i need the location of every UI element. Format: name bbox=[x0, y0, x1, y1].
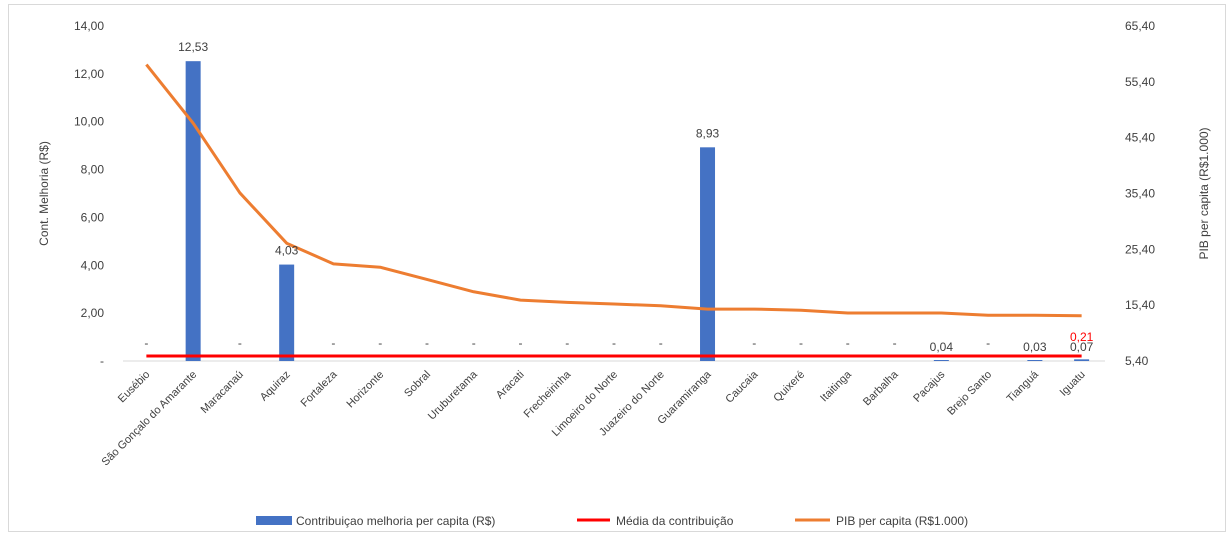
bar-data-label: - bbox=[425, 336, 429, 350]
bar-data-label: 12,53 bbox=[178, 40, 208, 54]
bar bbox=[933, 360, 949, 361]
y-right-tick-label: 5,40 bbox=[1125, 354, 1149, 368]
category-label: Itaitinga bbox=[818, 368, 854, 404]
legend-pib-label: PIB per capita (R$1.000) bbox=[836, 514, 968, 528]
y-left-tick-label: 2,00 bbox=[81, 306, 105, 320]
y-left-tick-label: 6,00 bbox=[81, 210, 105, 224]
category-label: Uruburetama bbox=[426, 368, 481, 423]
y-left-tick-label: 14,00 bbox=[74, 19, 104, 33]
y-right-tick-label: 35,40 bbox=[1125, 187, 1155, 201]
y-right-tick-label: 25,40 bbox=[1125, 242, 1155, 256]
y-right-tick-label: 45,40 bbox=[1125, 131, 1155, 145]
bar-data-label: - bbox=[612, 336, 616, 350]
bar-data-label: - bbox=[752, 336, 756, 350]
bar bbox=[1074, 359, 1090, 361]
category-label: Frecheirinha bbox=[522, 368, 574, 420]
bar-data-label: - bbox=[144, 336, 148, 350]
bar bbox=[1027, 360, 1043, 361]
category-label: Maracanaú bbox=[199, 369, 246, 416]
legend-bar-swatch bbox=[256, 516, 292, 525]
average-data-label: 0,21 bbox=[1070, 330, 1094, 344]
bar-series bbox=[185, 61, 1090, 362]
category-label: Aquiraz bbox=[258, 369, 293, 404]
bar bbox=[185, 61, 201, 362]
y-right-tick-label: 65,40 bbox=[1125, 19, 1155, 33]
bar-data-label: 0,07 bbox=[1070, 340, 1094, 354]
bar bbox=[279, 264, 295, 361]
y-axis-left-title: Cont. Melhoria (R$) bbox=[37, 141, 51, 246]
right-axis: 5,40 15,40 25,40 35,40 45,40 55,40 65,40 bbox=[1125, 19, 1155, 368]
chart-frame bbox=[8, 4, 1226, 532]
bar-data-label: 8,93 bbox=[696, 126, 720, 140]
bar-data-label: - bbox=[799, 336, 803, 350]
y-axis-right-title: PIB per capita (R$1.000) bbox=[1197, 127, 1211, 259]
category-label: Quixeré bbox=[771, 369, 807, 405]
category-label: Iguatu bbox=[1058, 369, 1088, 399]
bar-data-label: - bbox=[472, 336, 476, 350]
bar-data-label: - bbox=[846, 336, 850, 350]
bar-data-label: 0,04 bbox=[930, 340, 954, 354]
bar-data-label: - bbox=[659, 336, 663, 350]
category-label: Barbalha bbox=[861, 368, 901, 408]
line-series bbox=[145, 63, 1082, 358]
category-label: Sobral bbox=[402, 369, 433, 400]
y-left-tick-label: 12,00 bbox=[74, 67, 104, 81]
category-label: Brejo Santo bbox=[945, 369, 994, 418]
bar-data-label: - bbox=[893, 336, 897, 350]
y-right-tick-label: 55,40 bbox=[1125, 75, 1155, 89]
y-right-tick-label: 15,40 bbox=[1125, 298, 1155, 312]
legend-bar-label: Contribuiçao melhoria per capita (R$) bbox=[296, 514, 495, 528]
legend-average-label: Média da contribuição bbox=[616, 514, 734, 528]
bar-data-label: - bbox=[986, 336, 990, 350]
y-left-tick-label: 10,00 bbox=[74, 115, 104, 129]
category-label: Aracati bbox=[494, 369, 527, 402]
category-label: São Gonçalo do Amarante bbox=[100, 369, 200, 469]
category-label: Tianguá bbox=[1005, 368, 1042, 405]
bar-data-label: - bbox=[331, 336, 335, 350]
y-left-tick-label: - bbox=[100, 354, 104, 368]
bar-data-label: - bbox=[518, 336, 522, 350]
category-label: Caucaia bbox=[723, 368, 761, 406]
bar-data-label: - bbox=[378, 336, 382, 350]
left-axis: - 2,00 4,00 6,00 8,00 10,00 12,00 14,00 bbox=[74, 19, 1105, 368]
bar bbox=[700, 147, 716, 361]
y-left-tick-label: 8,00 bbox=[81, 163, 105, 177]
category-label: Eusébio bbox=[116, 369, 153, 406]
category-label: Horizonte bbox=[345, 369, 387, 411]
bar-data-label: - bbox=[238, 336, 242, 350]
legend: Contribuiçao melhoria per capita (R$) Mé… bbox=[256, 514, 968, 528]
bar-data-label: - bbox=[565, 336, 569, 350]
category-label: Pacajus bbox=[911, 368, 948, 405]
bar-data-label: 4,03 bbox=[275, 244, 299, 258]
category-label: Fortaleza bbox=[299, 368, 341, 410]
data-labels: - 12,53 - 4,03 - - - - - - - - 8,93 - - - - 0,04 - 0,03 0,07… bbox=[144, 40, 1093, 354]
y-left-tick-label: 4,00 bbox=[81, 258, 105, 272]
pib-line bbox=[145, 63, 1082, 318]
bar-data-label: 0,03 bbox=[1023, 340, 1047, 354]
